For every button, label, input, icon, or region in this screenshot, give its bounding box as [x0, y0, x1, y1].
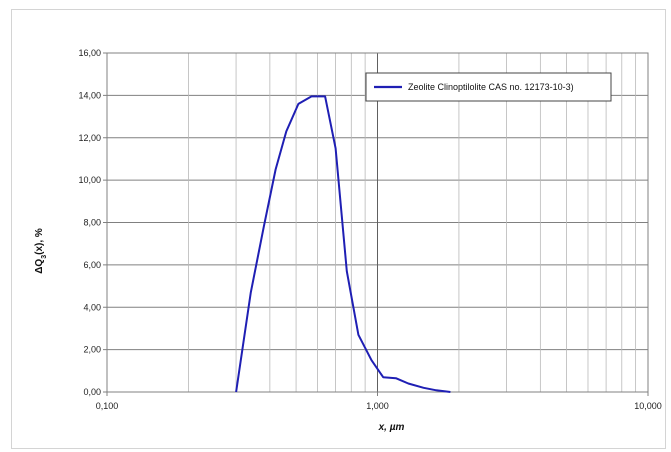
y-tick-label: 12,00: [78, 133, 101, 143]
y-tick-label: 2,00: [83, 345, 101, 355]
y-tick-label: 6,00: [83, 260, 101, 270]
x-tick-label: 1,000: [366, 401, 389, 411]
y-axis-ticks: 0,00 2,00 4,00 6,00 8,00 10,00 12,00 14,00 16,00: [78, 48, 107, 397]
legend-box: [365, 72, 612, 102]
x-tick-label: 0,100: [96, 401, 119, 411]
y-tick-label: 14,00: [78, 90, 101, 100]
y-axis-label: ΔQ3(x), %: [34, 228, 48, 274]
grid: [107, 53, 648, 392]
y-tick-label: 8,00: [83, 218, 101, 228]
legend-entry: Zeolite Clinoptilolite CAS no. 12173-10-…: [408, 82, 574, 92]
y-tick-label: 10,00: [78, 175, 101, 185]
legend: Zeolite Clinoptilolite CAS no. 12173-10-…: [365, 72, 612, 102]
x-tick-label: 10,000: [634, 401, 662, 411]
series: [235, 95, 451, 393]
x-axis-ticks: 0,100 1,000 10,000: [96, 392, 662, 411]
y-tick-label: 4,00: [83, 302, 101, 312]
y-tick-label: 0,00: [83, 387, 101, 397]
series-line-0: [235, 95, 451, 393]
x-axis-label: x, µm: [378, 422, 405, 433]
y-tick-label: 16,00: [78, 48, 101, 58]
